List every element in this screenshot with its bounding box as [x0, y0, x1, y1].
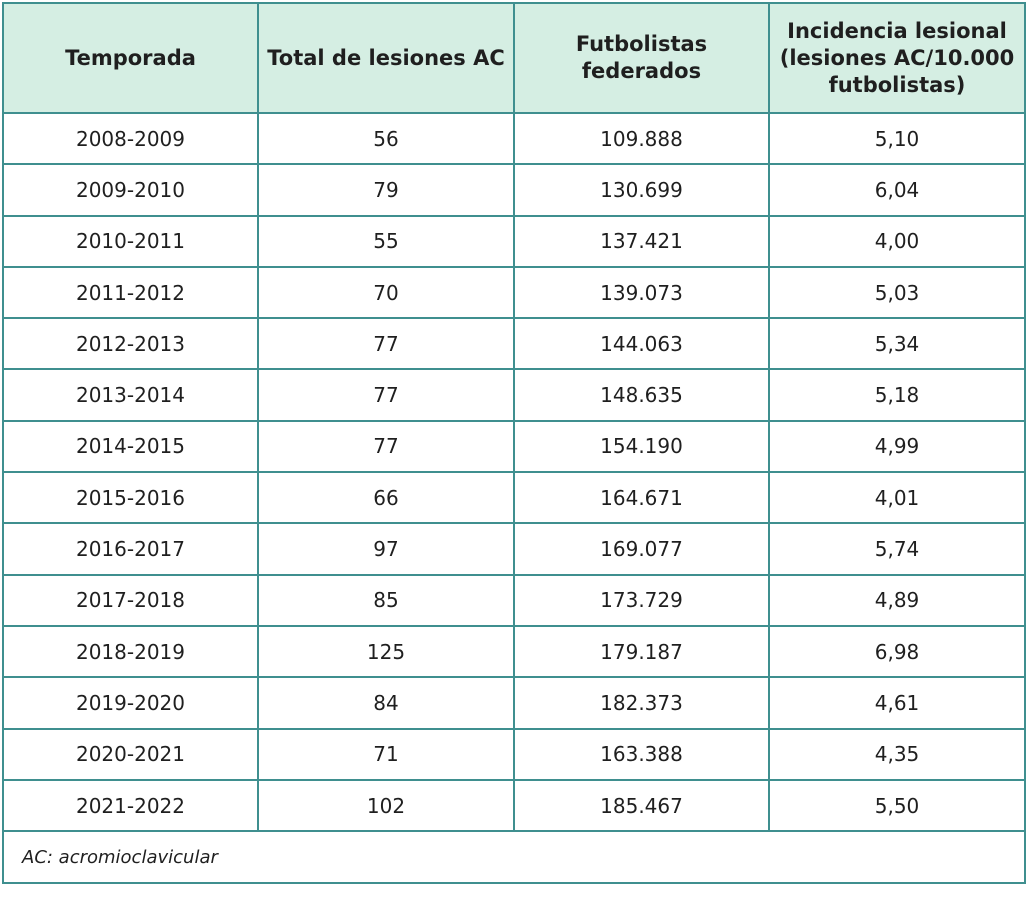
header-injury-incidence: Incidencia lesional (lesiones AC/10.000 … [768, 2, 1026, 114]
table-row: 2008-2009 56 109.888 5,10 [2, 111, 1026, 166]
total-injuries-cell: 102 [257, 778, 515, 833]
season-cell: 2009-2010 [2, 163, 259, 217]
federated-players-cell: 163.388 [513, 727, 770, 781]
table-row: 2018-2019 125 179.187 6,98 [2, 624, 1026, 679]
header-row: Temporada Total de lesiones AC Futbolist… [2, 2, 1026, 114]
season-cell: 2019-2020 [2, 676, 259, 730]
incidence-cell: 5,34 [768, 317, 1026, 371]
federated-players-cell: 109.888 [513, 111, 770, 166]
federated-players-cell: 169.077 [513, 522, 770, 576]
incidence-cell: 5,03 [768, 265, 1026, 320]
table-row: 2019-2020 84 182.373 4,61 [2, 676, 1026, 730]
table-header: Temporada Total de lesiones AC Futbolist… [2, 2, 1026, 114]
total-injuries-cell: 71 [257, 727, 515, 781]
incidence-cell: 6,98 [768, 624, 1026, 679]
total-injuries-cell: 77 [257, 317, 515, 371]
season-cell: 2018-2019 [2, 624, 259, 679]
table-row: 2012-2013 77 144.063 5,34 [2, 317, 1026, 371]
table-row: 2017-2018 85 173.729 4,89 [2, 573, 1026, 627]
injury-incidence-table: Temporada Total de lesiones AC Futbolist… [2, 2, 1026, 885]
total-injuries-cell: 125 [257, 624, 515, 679]
table-row: 2014-2015 77 154.190 4,99 [2, 419, 1026, 474]
season-cell: 2013-2014 [2, 368, 259, 422]
federated-players-cell: 144.063 [513, 317, 770, 371]
table-row: 2011-2012 70 139.073 5,03 [2, 265, 1026, 320]
table-row: 2015-2016 66 164.671 4,01 [2, 471, 1026, 525]
header-season: Temporada [2, 2, 259, 114]
header-federated-players: Futbolistas federados [513, 2, 770, 114]
incidence-cell: 5,18 [768, 368, 1026, 422]
season-cell: 2015-2016 [2, 471, 259, 525]
table-row: 2020-2021 71 163.388 4,35 [2, 727, 1026, 781]
season-cell: 2008-2009 [2, 111, 259, 166]
total-injuries-cell: 70 [257, 265, 515, 320]
total-injuries-cell: 66 [257, 471, 515, 525]
table-row: 2010-2011 55 137.421 4,00 [2, 214, 1026, 268]
federated-players-cell: 137.421 [513, 214, 770, 268]
table-row: 2016-2017 97 169.077 5,74 [2, 522, 1026, 576]
incidence-cell: 4,00 [768, 214, 1026, 268]
total-injuries-cell: 55 [257, 214, 515, 268]
total-injuries-cell: 97 [257, 522, 515, 576]
federated-players-cell: 179.187 [513, 624, 770, 679]
total-injuries-cell: 77 [257, 419, 515, 474]
incidence-cell: 4,89 [768, 573, 1026, 627]
footnote: AC: acromioclavicular [2, 830, 1026, 885]
footnote-row: AC: acromioclavicular [2, 830, 1026, 885]
incidence-cell: 4,99 [768, 419, 1026, 474]
federated-players-cell: 173.729 [513, 573, 770, 627]
table-row: 2021-2022 102 185.467 5,50 [2, 778, 1026, 833]
header-total-injuries: Total de lesiones AC [257, 2, 515, 114]
season-cell: 2012-2013 [2, 317, 259, 371]
incidence-cell: 4,61 [768, 676, 1026, 730]
table-body: 2008-2009 56 109.888 5,10 2009-2010 79 130.699… [2, 111, 1026, 833]
total-injuries-cell: 56 [257, 111, 515, 166]
incidence-cell: 5,74 [768, 522, 1026, 576]
table-row: 2009-2010 79 130.699 6,04 [2, 163, 1026, 217]
total-injuries-cell: 84 [257, 676, 515, 730]
incidence-cell: 4,01 [768, 471, 1026, 525]
federated-players-cell: 148.635 [513, 368, 770, 422]
federated-players-cell: 185.467 [513, 778, 770, 833]
federated-players-cell: 164.671 [513, 471, 770, 525]
incidence-cell: 5,10 [768, 111, 1026, 166]
season-cell: 2021-2022 [2, 778, 259, 833]
table-footer: AC: acromioclavicular [2, 830, 1026, 885]
table-row: 2013-2014 77 148.635 5,18 [2, 368, 1026, 422]
total-injuries-cell: 79 [257, 163, 515, 217]
season-cell: 2017-2018 [2, 573, 259, 627]
total-injuries-cell: 85 [257, 573, 515, 627]
federated-players-cell: 182.373 [513, 676, 770, 730]
federated-players-cell: 154.190 [513, 419, 770, 474]
total-injuries-cell: 77 [257, 368, 515, 422]
incidence-cell: 4,35 [768, 727, 1026, 781]
season-cell: 2016-2017 [2, 522, 259, 576]
federated-players-cell: 139.073 [513, 265, 770, 320]
season-cell: 2011-2012 [2, 265, 259, 320]
season-cell: 2014-2015 [2, 419, 259, 474]
incidence-cell: 6,04 [768, 163, 1026, 217]
season-cell: 2010-2011 [2, 214, 259, 268]
season-cell: 2020-2021 [2, 727, 259, 781]
federated-players-cell: 130.699 [513, 163, 770, 217]
incidence-cell: 5,50 [768, 778, 1026, 833]
